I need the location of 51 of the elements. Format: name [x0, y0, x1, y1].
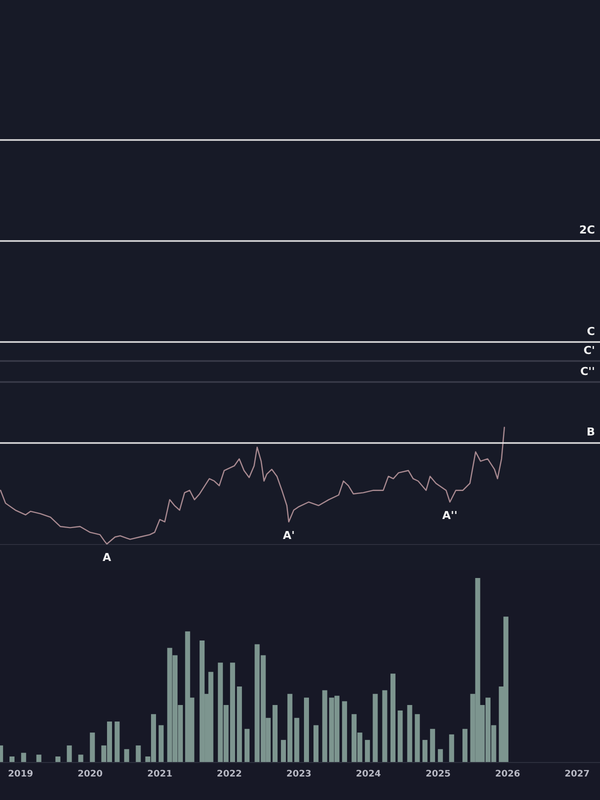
bar	[414, 714, 420, 762]
x-tick-label: 2026	[495, 770, 520, 780]
ref-line-label: C''	[580, 364, 595, 378]
bar	[200, 640, 205, 762]
ref-line-label: C'	[584, 344, 595, 357]
bar	[36, 754, 42, 762]
bar	[422, 740, 428, 762]
bar	[449, 734, 454, 762]
bar	[382, 690, 388, 762]
bar	[314, 725, 318, 762]
bar	[124, 749, 130, 762]
bar	[503, 616, 508, 762]
bar	[342, 701, 348, 762]
x-tick-label: 2027	[564, 770, 590, 780]
bar	[390, 674, 396, 762]
bar	[136, 745, 141, 762]
bar	[55, 756, 60, 762]
bar	[208, 672, 214, 762]
bar	[244, 728, 250, 762]
bar	[158, 725, 164, 762]
annotation: A''	[442, 509, 458, 522]
x-tick-label: 2021	[147, 770, 172, 780]
bar	[304, 698, 309, 762]
bar	[372, 694, 378, 762]
annotation: A	[102, 551, 112, 564]
x-tick-label: 2024	[356, 770, 381, 780]
bar	[236, 686, 242, 762]
bar	[438, 749, 443, 762]
ref-line-label: C	[586, 325, 595, 338]
ref-line-label: 2C	[579, 224, 595, 237]
bar	[364, 740, 370, 762]
bar	[294, 718, 300, 762]
bar	[185, 631, 190, 762]
bar	[10, 756, 14, 762]
bar	[78, 754, 84, 762]
bar	[430, 728, 436, 762]
bar	[114, 722, 120, 762]
x-tick-label: 2020	[78, 770, 103, 780]
x-tick-label: 2025	[426, 770, 451, 780]
bar	[21, 752, 26, 762]
x-tick-label: 2022	[216, 770, 242, 780]
bar	[272, 704, 278, 762]
bar	[407, 704, 412, 762]
x-tick-label: 2019	[8, 770, 34, 780]
bar	[462, 728, 468, 762]
bar	[398, 710, 403, 762]
ref-line-label: B	[586, 426, 595, 439]
annotation: A'	[282, 528, 295, 542]
bar	[66, 745, 72, 762]
bar	[90, 732, 95, 762]
x-tick-label: 2023	[286, 770, 312, 780]
